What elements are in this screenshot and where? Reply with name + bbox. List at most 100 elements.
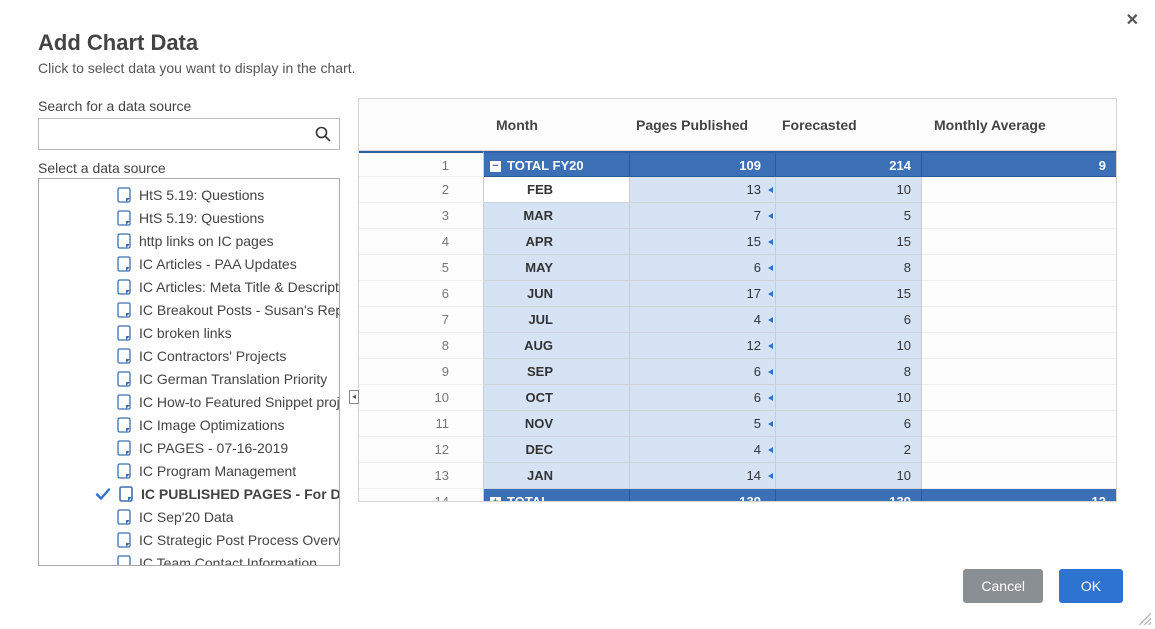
cell-month[interactable]: MAY <box>484 255 630 281</box>
grid-row[interactable]: 5MAY68 <box>359 255 1116 281</box>
tree-item[interactable]: IC German Translation Priority <box>39 367 339 390</box>
grid-row[interactable]: 6JUN1715 <box>359 281 1116 307</box>
row-number[interactable]: 1 <box>359 151 484 177</box>
tree-item[interactable]: IC PUBLISHED PAGES - For Dashboard <box>39 482 339 505</box>
cell-avg[interactable] <box>922 255 1116 281</box>
cell-pages[interactable]: 139 <box>630 489 776 501</box>
cell-month[interactable]: FEB <box>484 177 630 203</box>
search-input[interactable] <box>47 125 315 143</box>
panel-collapse-handle[interactable]: ◂ <box>349 390 359 404</box>
cell-avg[interactable]: 12 <box>922 489 1116 501</box>
cell-month[interactable]: −TOTAL FY20 <box>484 151 630 177</box>
grid-row[interactable]: 10OCT610 <box>359 385 1116 411</box>
ok-button[interactable]: OK <box>1059 569 1123 603</box>
grid-row[interactable]: 14+TOTAL FY2113913912 <box>359 489 1116 501</box>
tree-item[interactable]: IC Contractors' Projects <box>39 344 339 367</box>
tree-item[interactable]: IC broken links <box>39 321 339 344</box>
grid-row[interactable]: 13JAN1410 <box>359 463 1116 489</box>
cell-forecasted[interactable]: 5 <box>776 203 922 229</box>
tree-item[interactable]: HtS 5.19: Questions <box>39 206 339 229</box>
expand-icon[interactable]: + <box>490 497 501 501</box>
tree-item[interactable]: IC Strategic Post Process Overview <box>39 528 339 551</box>
cell-pages[interactable]: 13 <box>630 177 776 203</box>
grid-row[interactable]: 11NOV56 <box>359 411 1116 437</box>
cell-pages[interactable]: 6 <box>630 359 776 385</box>
grid-header-forecasted[interactable]: Forecasted <box>776 117 922 133</box>
cell-avg[interactable] <box>922 177 1116 203</box>
preview-grid[interactable]: Month Pages Published Forecasted Monthly… <box>358 98 1117 502</box>
grid-header-pages[interactable]: Pages Published <box>630 117 776 133</box>
cell-month[interactable]: JUN <box>484 281 630 307</box>
cell-avg[interactable] <box>922 333 1116 359</box>
tree-item[interactable]: IC Image Optimizations <box>39 413 339 436</box>
cell-avg[interactable] <box>922 437 1116 463</box>
cell-forecasted[interactable]: 10 <box>776 385 922 411</box>
cell-avg[interactable] <box>922 411 1116 437</box>
row-number[interactable]: 8 <box>359 333 484 359</box>
cell-forecasted[interactable]: 10 <box>776 333 922 359</box>
cell-avg[interactable] <box>922 229 1116 255</box>
grid-header-avg[interactable]: Monthly Average <box>922 117 1116 133</box>
tree-item[interactable]: IC Program Management <box>39 459 339 482</box>
cell-avg[interactable] <box>922 359 1116 385</box>
cell-forecasted[interactable]: 10 <box>776 177 922 203</box>
cell-month[interactable]: AUG <box>484 333 630 359</box>
tree-item[interactable]: http links on IC pages <box>39 229 339 252</box>
cell-forecasted[interactable]: 15 <box>776 229 922 255</box>
cell-forecasted[interactable]: 214 <box>776 151 922 177</box>
row-number[interactable]: 5 <box>359 255 484 281</box>
cell-avg[interactable] <box>922 307 1116 333</box>
cell-pages[interactable]: 17 <box>630 281 776 307</box>
cell-pages[interactable]: 7 <box>630 203 776 229</box>
cell-month[interactable]: APR <box>484 229 630 255</box>
cell-month[interactable]: SEP <box>484 359 630 385</box>
tree-item[interactable]: IC PAGES - 07-16-2019 <box>39 436 339 459</box>
row-number[interactable]: 10 <box>359 385 484 411</box>
cancel-button[interactable]: Cancel <box>963 569 1043 603</box>
cell-month[interactable]: JAN <box>484 463 630 489</box>
cell-month[interactable]: +TOTAL FY21 <box>484 489 630 501</box>
cell-forecasted[interactable]: 2 <box>776 437 922 463</box>
cell-month[interactable]: MAR <box>484 203 630 229</box>
grid-row[interactable]: 1−TOTAL FY201092149 <box>359 151 1116 177</box>
cell-forecasted[interactable]: 8 <box>776 359 922 385</box>
row-number[interactable]: 13 <box>359 463 484 489</box>
data-source-tree[interactable]: HtS 5.19: QuestionsHtS 5.19: Questionsht… <box>38 178 340 566</box>
cell-avg[interactable] <box>922 463 1116 489</box>
grid-header-month[interactable]: Month <box>484 117 630 133</box>
cell-pages[interactable]: 15 <box>630 229 776 255</box>
row-number[interactable]: 11 <box>359 411 484 437</box>
cell-forecasted[interactable]: 139 <box>776 489 922 501</box>
cell-forecasted[interactable]: 10 <box>776 463 922 489</box>
row-number[interactable]: 9 <box>359 359 484 385</box>
tree-item[interactable]: IC Articles - PAA Updates <box>39 252 339 275</box>
cell-month[interactable]: DEC <box>484 437 630 463</box>
grid-row[interactable]: 7JUL46 <box>359 307 1116 333</box>
tree-item[interactable]: IC How-to Featured Snippet projects <box>39 390 339 413</box>
cell-avg[interactable]: 9 <box>922 151 1116 177</box>
tree-item[interactable]: IC Sep'20 Data <box>39 505 339 528</box>
cell-pages[interactable]: 6 <box>630 385 776 411</box>
cell-pages[interactable]: 6 <box>630 255 776 281</box>
cell-month[interactable]: NOV <box>484 411 630 437</box>
row-number[interactable]: 14 <box>359 489 484 501</box>
row-number[interactable]: 6 <box>359 281 484 307</box>
tree-item[interactable]: HtS 5.19: Questions <box>39 183 339 206</box>
cell-pages[interactable]: 4 <box>630 437 776 463</box>
grid-row[interactable]: 4APR1515 <box>359 229 1116 255</box>
cell-pages[interactable]: 109 <box>630 151 776 177</box>
cell-forecasted[interactable]: 6 <box>776 411 922 437</box>
cell-forecasted[interactable]: 8 <box>776 255 922 281</box>
cell-forecasted[interactable]: 6 <box>776 307 922 333</box>
row-number[interactable]: 7 <box>359 307 484 333</box>
cell-forecasted[interactable]: 15 <box>776 281 922 307</box>
row-number[interactable]: 4 <box>359 229 484 255</box>
tree-item[interactable]: IC Breakout Posts - Susan's Report <box>39 298 339 321</box>
grid-row[interactable]: 9SEP68 <box>359 359 1116 385</box>
close-icon[interactable]: ✕ <box>1126 10 1139 30</box>
collapse-icon[interactable]: − <box>490 161 501 172</box>
cell-avg[interactable] <box>922 281 1116 307</box>
grid-row[interactable]: 12DEC42 <box>359 437 1116 463</box>
tree-item[interactable]: IC Team Contact Information <box>39 551 339 566</box>
grid-row[interactable]: 2FEB1310 <box>359 177 1116 203</box>
